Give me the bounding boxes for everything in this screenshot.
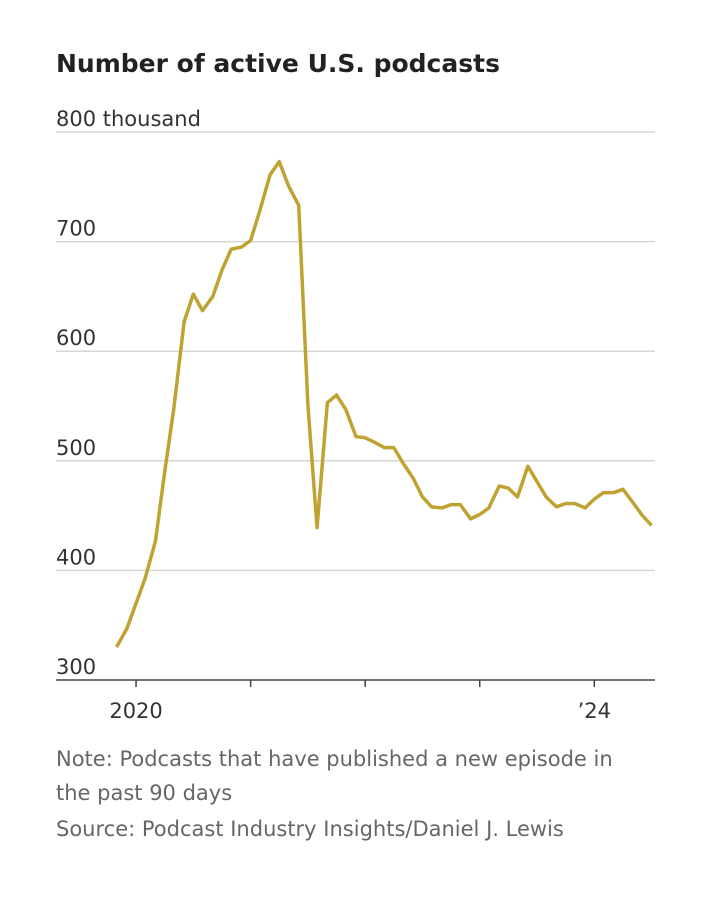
y-tick-label: 800 thousand [56, 107, 201, 131]
y-tick-label: 400 [56, 545, 96, 569]
source: Source: Podcast Industry Insights/Daniel… [56, 817, 564, 841]
chart-title: Number of active U.S. podcasts [56, 49, 500, 78]
x-tick-label: ’24 [578, 699, 611, 723]
note-line-2: the past 90 days [56, 781, 232, 805]
note-line-1: Note: Podcasts that have published a new… [56, 747, 613, 771]
y-tick-label: 500 [56, 436, 96, 460]
series-line [115, 159, 653, 648]
y-tick-label: 300 [56, 655, 96, 679]
x-tick-label: 2020 [109, 699, 162, 723]
y-tick-label: 600 [56, 326, 96, 350]
y-tick-label: 700 [56, 217, 96, 241]
